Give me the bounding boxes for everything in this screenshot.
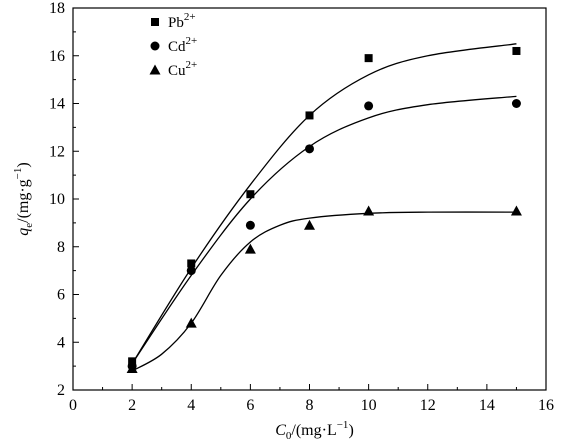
data-points — [126, 46, 522, 374]
x-tick-label: 10 — [361, 397, 377, 414]
x-tick-label: 2 — [128, 397, 136, 414]
legend-marker-pb — [151, 18, 159, 26]
y-tick-label: 12 — [49, 143, 65, 160]
point-cu — [244, 243, 256, 254]
point-cd — [186, 266, 196, 276]
point-pb — [512, 46, 521, 55]
point-pb — [364, 54, 373, 63]
point-pb — [246, 190, 255, 199]
y-tick-label: 6 — [57, 287, 65, 304]
point-cu — [185, 317, 197, 328]
x-tick-label: 0 — [69, 397, 77, 414]
legend-label-cd: Cd2+ — [168, 35, 197, 55]
y-tick-label: 14 — [49, 96, 65, 113]
y-tick-label: 18 — [49, 0, 65, 17]
fit-curve-pb — [131, 43, 517, 365]
y-axis: 2 4 6 8 10 12 14 16 18 — [49, 0, 79, 399]
point-cu — [126, 363, 138, 374]
point-cd — [305, 144, 314, 154]
x-tick-label: 16 — [538, 397, 554, 414]
point-cd — [245, 220, 255, 230]
y-axis-title: qe/(mg·g−1) — [12, 162, 35, 235]
legend-marker-cd — [150, 41, 160, 51]
point-cu — [510, 205, 522, 216]
x-tick-label: 14 — [479, 397, 495, 414]
x-tick-label: 8 — [306, 397, 314, 414]
x-axis-title: C0/(mg·L−1) — [275, 419, 354, 442]
legend: Pb2+ Cd2+ Cu2+ — [149, 11, 197, 79]
point-cd — [511, 99, 521, 108]
point-cu — [304, 219, 315, 230]
y-tick-label: 8 — [57, 239, 65, 256]
point-cd — [364, 101, 374, 111]
legend-marker-cu — [149, 64, 161, 75]
x-tick-label: 4 — [187, 397, 195, 414]
y-tick-label: 2 — [57, 382, 65, 399]
y-tick-label: 4 — [57, 334, 65, 351]
plot-frame — [72, 7, 547, 391]
point-cu — [363, 205, 375, 216]
x-tick-label: 6 — [246, 397, 254, 414]
x-axis: 0 2 4 6 8 10 12 14 16 — [69, 384, 554, 414]
y-tick-label: 10 — [49, 191, 65, 208]
y-tick-label: 16 — [49, 48, 65, 65]
point-pb — [187, 259, 196, 268]
x-tick-label: 12 — [420, 397, 436, 414]
point-pb — [128, 357, 137, 366]
fit-curve-cu — [131, 211, 517, 372]
legend-label-cu: Cu2+ — [168, 59, 197, 79]
legend-label-pb: Pb2+ — [168, 11, 196, 31]
point-pb — [305, 111, 314, 120]
plot-border — [72, 7, 547, 391]
